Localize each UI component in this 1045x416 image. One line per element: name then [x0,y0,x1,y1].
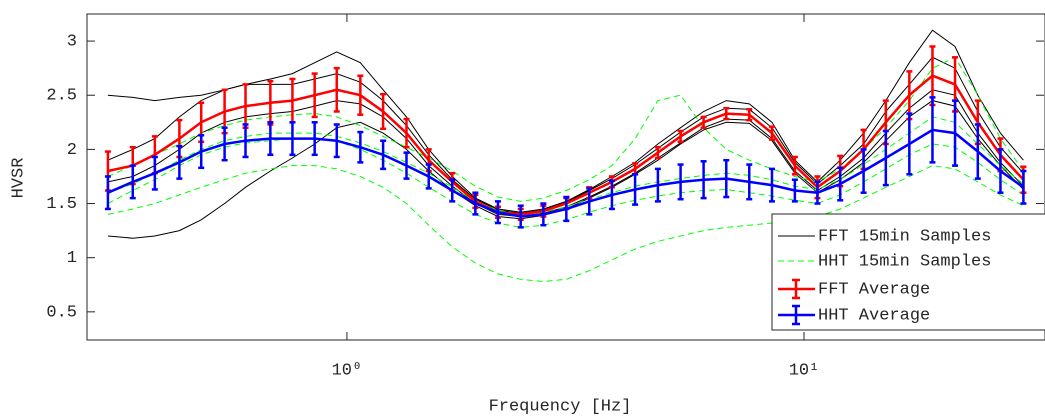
error-bar [311,72,318,119]
error-bar [677,129,684,144]
legend-label: FFT 15min Samples [818,227,991,246]
plot-content [104,29,1027,283]
error-bar [997,148,1004,194]
error-bar [632,173,639,206]
y-tick-label: 1 [67,249,77,268]
y-tick-label: 2 [67,141,77,160]
error-bar [677,163,684,201]
sample-line [107,165,1024,283]
error-bar [814,180,821,205]
error-bar [198,134,205,170]
error-bar [860,148,867,194]
x-tick-label: 10⁰ [332,361,363,380]
error-bar [1020,169,1027,205]
error-bar [472,191,479,216]
error-bar [267,121,274,157]
error-bar [311,121,318,157]
legend-label: HHT 15min Samples [818,252,991,271]
legend: FFT 15min Samples HHT 15min Samples FFT Av… [771,213,1045,331]
error-bar [768,125,775,141]
error-bar [425,163,432,190]
error-bar [449,178,456,203]
error-bar [221,126,228,162]
y-tick-label: 1.5 [46,195,77,214]
error-bar [882,129,889,187]
error-bar [563,195,570,223]
x-tick-label: 10¹ [789,361,820,380]
error-bar [357,130,364,164]
error-bar [403,117,410,149]
error-bar [906,112,913,176]
error-bar [974,123,981,180]
error-bar [129,164,136,200]
error-bar [608,179,615,211]
error-bar [700,115,707,129]
y-tick-label: 2.5 [46,87,77,106]
error-bar [654,167,661,203]
axes: 0.5 1 1.5 2 2.5 3 10⁰ 10¹ [46,14,1044,380]
y-axis-label: HVSR [9,158,28,199]
error-bar [333,123,340,159]
error-bar [723,106,730,121]
error-bar [494,200,501,225]
error-bar [380,92,387,131]
error-bar [104,175,111,211]
error-bar [654,145,661,160]
error-bar [357,74,364,116]
y-tick-label: 3 [67,33,77,52]
error-bar [929,96,936,164]
error-bar [151,155,158,191]
legend-label: HHT Average [818,306,930,325]
error-bar [723,158,730,199]
error-bar [289,121,296,157]
error-bar [333,66,340,113]
y-tick-label: 0.5 [46,303,77,322]
error-bar [403,151,410,180]
error-bar [586,187,593,216]
error-bar [176,144,183,180]
error-bar [700,160,707,200]
error-bar [837,166,844,202]
error-bar [746,108,753,122]
error-bar [768,167,775,203]
error-bar [242,123,249,159]
error-bar [791,178,798,203]
error-bar [952,99,959,167]
error-bar [791,155,798,176]
legend-box [771,213,1045,331]
error-bar [746,163,753,201]
legend-label: FFT Average [818,280,930,299]
error-bar [540,202,547,227]
error-bar [517,204,524,229]
error-bar [380,139,387,171]
x-axis-label: Frequency [Hz] [489,397,632,416]
